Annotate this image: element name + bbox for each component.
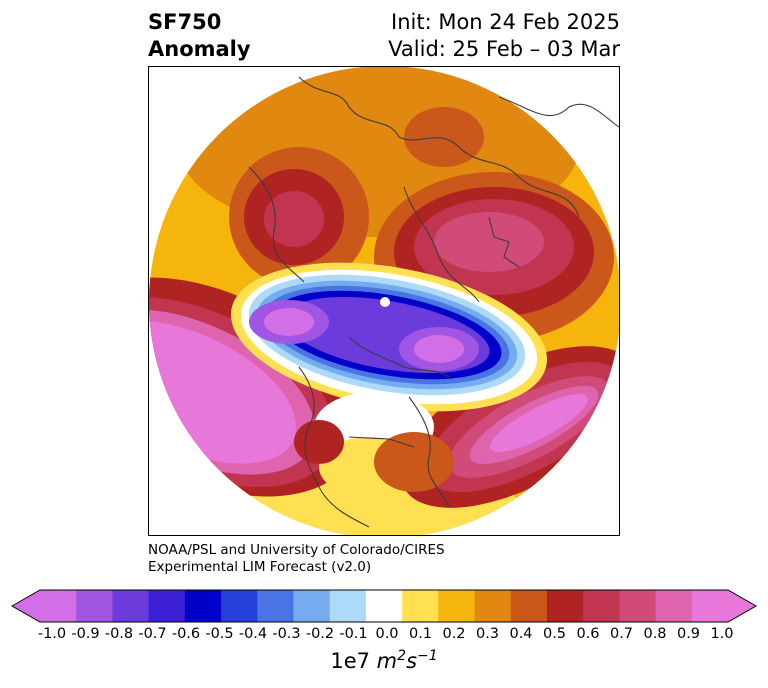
coast-arctic-islands <box>348 336 450 378</box>
coast-europe-west <box>248 166 305 283</box>
colorbar-cell <box>438 590 476 622</box>
colorbar-tick-label: 0.2 <box>442 626 466 642</box>
colorbar-tick-label: -0.3 <box>272 626 301 642</box>
colorbar-outline <box>10 589 758 623</box>
coast-americas-west <box>298 366 370 528</box>
field-arctic-low-east-core <box>414 335 464 363</box>
units-prefix: 1e7 <box>330 649 370 673</box>
units-m: m <box>376 649 398 673</box>
colorbar <box>10 589 758 623</box>
colorbar-units: 1e7 m2s−1 <box>0 648 768 673</box>
colorbar-cell <box>510 590 548 622</box>
colorbar-tick-label: 0.9 <box>676 626 701 642</box>
colorbar-cell <box>329 590 367 622</box>
init-date: Init: Mon 24 Feb 2025 <box>391 10 620 34</box>
colorbar-cells <box>40 590 729 622</box>
colorbar-tick-label: 0.1 <box>408 626 433 642</box>
field-arctic-low-west-core <box>264 308 314 336</box>
colorbar-tick-label: -1.0 <box>37 626 67 642</box>
colorbar-tick-label: 0.7 <box>609 626 634 642</box>
units-m-exp: 2 <box>397 648 407 664</box>
forecast-dates: Init: Mon 24 Feb 2025 Valid: 25 Feb – 03… <box>388 9 620 63</box>
colorbar-tick-label: -0.5 <box>205 626 234 642</box>
coast-eurasia-north <box>298 76 580 218</box>
anomaly-map <box>149 67 619 535</box>
colorbar-tick-label: -0.2 <box>305 626 335 642</box>
colorbar-tick-label: 1.0 <box>710 626 734 642</box>
colorbar-cell <box>293 590 331 622</box>
colorbar-cell <box>583 590 620 622</box>
colorbar-tick-label: 0.3 <box>475 626 500 642</box>
field-east-us-high <box>374 432 454 492</box>
credit-line-2: Experimental LIM Forecast (v2.0) <box>148 559 372 575</box>
colorbar-cell <box>546 590 584 622</box>
colorbar-tick-label: -0.8 <box>104 626 134 642</box>
colorbar-tick-label: -0.4 <box>238 626 268 642</box>
colorbar-cell <box>40 590 77 622</box>
border-us-canada <box>348 436 415 448</box>
colorbar-tick-label: -0.1 <box>339 626 368 642</box>
colorbar-tick-label: -0.9 <box>71 626 100 642</box>
units-s: s <box>406 649 418 673</box>
colorbar-tick-label: 0.0 <box>375 626 399 642</box>
colorbar-cell <box>148 590 186 622</box>
field-pacific-high-5 <box>489 393 589 453</box>
field-atlantic-high-3 <box>264 191 324 247</box>
colorbar-cell <box>655 590 693 622</box>
border-asia <box>488 216 520 268</box>
colorbar-tick-label: 0.5 <box>542 626 567 642</box>
coastlines <box>248 76 619 528</box>
colorbar-cell <box>257 590 294 622</box>
colorbar-cell <box>691 590 729 622</box>
colorbar-cell <box>365 590 403 622</box>
field-asia-high-4 <box>434 212 544 272</box>
map-panel <box>148 66 620 536</box>
colorbar-left-extension <box>12 590 40 622</box>
valid-range: Valid: 25 Feb – 03 Mar <box>388 37 620 61</box>
colorbar-tick-label: -0.7 <box>138 626 167 642</box>
colorbar-tick-label: 0.4 <box>509 626 533 642</box>
colorbar-tick-label: 0.8 <box>643 626 667 642</box>
colorbar-tick-label: 0.6 <box>576 626 600 642</box>
variable-type: Anomaly <box>148 37 251 61</box>
colorbar-cell <box>112 590 150 622</box>
colorbar-cell <box>402 590 439 622</box>
field-scand-high <box>404 107 484 167</box>
credit-line-1: NOAA/PSL and University of Colorado/CIRE… <box>148 542 445 558</box>
colorbar-tick-label: -0.6 <box>171 626 201 642</box>
coast-africa-north <box>498 96 619 128</box>
plot-title: SF750 Anomaly <box>148 9 251 63</box>
colorbar-cell <box>221 590 258 622</box>
field-west-us-high <box>294 420 344 464</box>
colorbar-cell <box>184 590 222 622</box>
units-s-exp: −1 <box>417 648 438 664</box>
colorbar-cell <box>474 590 512 622</box>
north-pole-marker <box>380 297 390 307</box>
colorbar-cell <box>619 590 657 622</box>
variable-name: SF750 <box>148 10 222 34</box>
coast-central-asia <box>403 186 480 303</box>
field-atlantic-sw-high-4 <box>149 320 297 464</box>
colorbar-cell <box>76 590 113 622</box>
credit-text: NOAA/PSL and University of Colorado/CIRE… <box>148 542 445 576</box>
coast-americas-east <box>408 396 450 508</box>
anomaly-field <box>149 67 619 535</box>
colorbar-right-extension <box>728 590 756 622</box>
